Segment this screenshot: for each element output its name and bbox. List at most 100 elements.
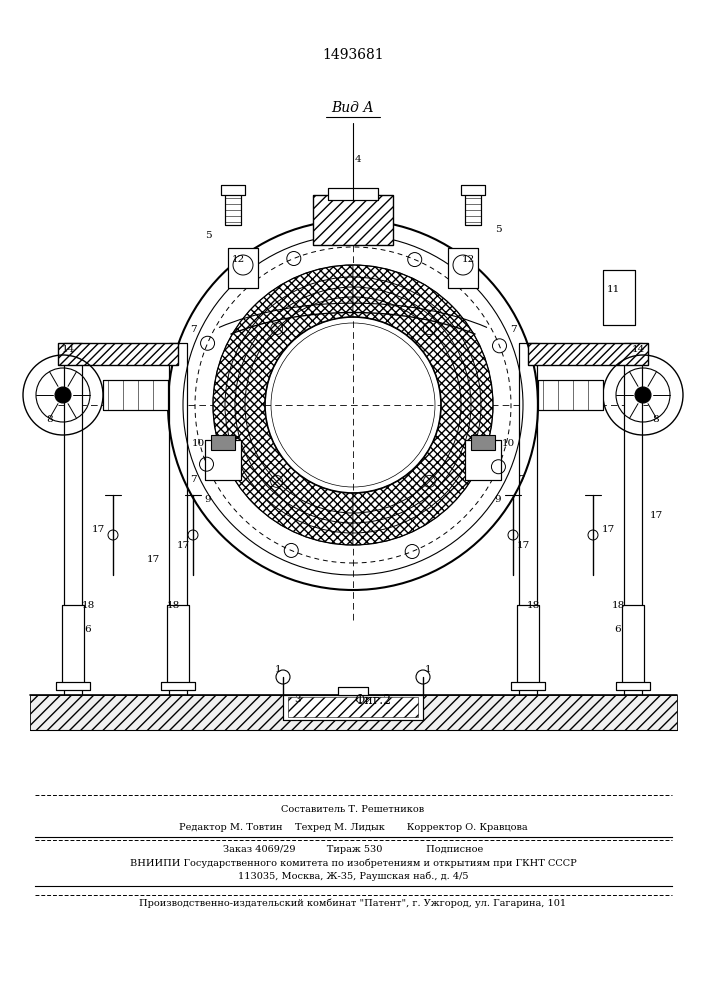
Text: 6: 6 (85, 626, 91, 635)
Text: 12: 12 (462, 255, 474, 264)
Bar (225, 190, 241, 225)
Text: 17: 17 (602, 526, 614, 534)
Bar (517, 605, 539, 685)
Text: 1: 1 (275, 666, 281, 674)
Wedge shape (353, 265, 493, 545)
Bar (519, 343, 537, 705)
Bar (169, 343, 187, 705)
Text: 14: 14 (62, 346, 75, 355)
Bar (205, 440, 241, 480)
Text: 12: 12 (231, 255, 245, 264)
Text: 11: 11 (607, 286, 619, 294)
Bar (30, 695, 677, 730)
Text: 9: 9 (495, 495, 501, 504)
Text: 8: 8 (47, 416, 53, 424)
Bar (465, 440, 501, 480)
Bar (616, 682, 650, 690)
Bar (616, 682, 650, 690)
Bar (58, 343, 178, 365)
Bar (461, 185, 485, 195)
Bar (538, 380, 603, 410)
Bar (448, 248, 478, 288)
Bar (62, 605, 84, 685)
Text: 17: 17 (176, 540, 189, 550)
Bar (161, 682, 195, 690)
Text: 17: 17 (516, 540, 530, 550)
Bar (448, 248, 478, 288)
Bar (221, 185, 245, 195)
Bar (511, 682, 545, 690)
Bar (161, 682, 195, 690)
Text: 113035, Москва, Ж-35, Раушская наб., д. 4/5: 113035, Москва, Ж-35, Раушская наб., д. … (238, 871, 468, 881)
Bar (103, 380, 168, 410)
Bar (288, 697, 418, 717)
Bar (211, 435, 235, 450)
Bar (283, 695, 423, 720)
Text: 18: 18 (81, 600, 95, 609)
Bar (517, 605, 539, 685)
Text: 8: 8 (653, 416, 660, 424)
Text: 18: 18 (527, 600, 539, 609)
Text: 3: 3 (295, 696, 301, 704)
Bar (64, 343, 82, 705)
Bar (328, 188, 378, 200)
Wedge shape (213, 265, 353, 545)
Text: Фиг.2: Фиг.2 (354, 694, 392, 706)
Bar (62, 605, 84, 685)
Bar (465, 440, 501, 480)
Bar (624, 343, 642, 705)
Text: 7: 7 (510, 326, 516, 334)
Bar (228, 248, 258, 288)
Text: 18: 18 (612, 600, 624, 609)
Bar (58, 343, 178, 365)
Text: 9: 9 (205, 495, 211, 504)
Text: Составитель Т. Решетников: Составитель Т. Решетников (281, 806, 425, 814)
Text: Производственно-издательский комбинат "Патент", г. Ужгород, ул. Гагарина, 101: Производственно-издательский комбинат "П… (139, 898, 566, 908)
Text: 7: 7 (189, 476, 197, 485)
Bar (603, 270, 635, 325)
Bar (225, 190, 241, 225)
Bar (103, 380, 168, 410)
Bar (169, 343, 187, 705)
Text: 7: 7 (518, 476, 525, 485)
Bar (313, 195, 393, 245)
Bar (167, 605, 189, 685)
Text: 10: 10 (501, 438, 515, 448)
Bar (528, 343, 648, 365)
Bar (205, 440, 241, 480)
Bar (228, 248, 258, 288)
Bar (461, 185, 485, 195)
Text: 5: 5 (495, 226, 501, 234)
Circle shape (635, 387, 651, 403)
Bar (511, 682, 545, 690)
Bar (283, 695, 423, 720)
Bar (528, 343, 648, 365)
Text: Вид А: Вид А (332, 101, 375, 115)
Bar (471, 435, 495, 450)
Bar (465, 190, 481, 225)
Circle shape (55, 387, 71, 403)
Bar (624, 343, 642, 705)
Text: 6: 6 (614, 626, 621, 635)
Text: ВНИИПИ Государственного комитета по изобретениям и открытиям при ГКНТ СССР: ВНИИПИ Государственного комитета по изоб… (129, 858, 576, 868)
Text: 1: 1 (425, 666, 431, 674)
Text: 5: 5 (205, 231, 211, 239)
Bar (221, 185, 245, 195)
Text: 4: 4 (355, 155, 361, 164)
Text: 17: 17 (649, 510, 662, 520)
Bar (338, 687, 368, 695)
Bar (465, 190, 481, 225)
Text: 17: 17 (91, 526, 105, 534)
Bar (167, 605, 189, 685)
Bar (56, 682, 90, 690)
Bar (338, 687, 368, 695)
Bar (64, 343, 82, 705)
Text: 7: 7 (189, 326, 197, 334)
Bar (313, 195, 393, 245)
Bar (519, 343, 537, 705)
Text: Редактор М. Товтин    Техред М. Лидык       Корректор О. Кравцова: Редактор М. Товтин Техред М. Лидык Корре… (179, 822, 527, 832)
Bar (56, 682, 90, 690)
Text: 1493681: 1493681 (322, 48, 384, 62)
Bar (328, 188, 378, 200)
Bar (622, 605, 644, 685)
